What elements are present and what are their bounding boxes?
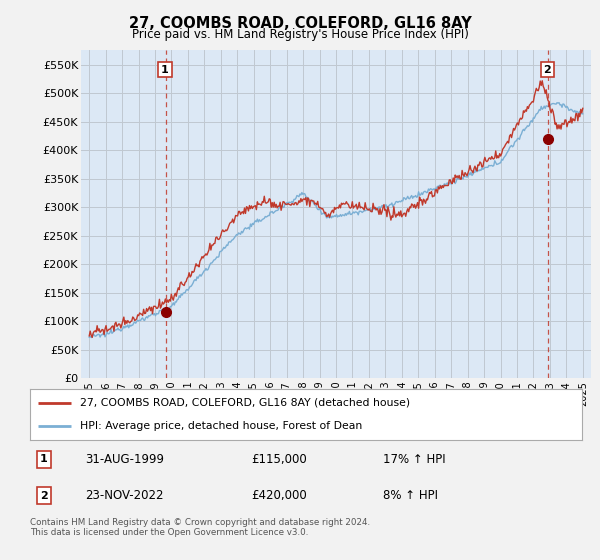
Text: Price paid vs. HM Land Registry's House Price Index (HPI): Price paid vs. HM Land Registry's House … [131,28,469,41]
Text: 2: 2 [543,64,551,74]
Text: HPI: Average price, detached house, Forest of Dean: HPI: Average price, detached house, Fore… [80,421,362,431]
Text: 31-AUG-1999: 31-AUG-1999 [85,452,164,466]
Text: 23-NOV-2022: 23-NOV-2022 [85,489,164,502]
Text: 17% ↑ HPI: 17% ↑ HPI [383,452,446,466]
Text: 1: 1 [161,64,169,74]
Text: 27, COOMBS ROAD, COLEFORD, GL16 8AY: 27, COOMBS ROAD, COLEFORD, GL16 8AY [128,16,472,31]
Text: £115,000: £115,000 [251,452,307,466]
Text: 1: 1 [40,454,47,464]
Text: 2: 2 [40,491,47,501]
Text: 8% ↑ HPI: 8% ↑ HPI [383,489,438,502]
Text: Contains HM Land Registry data © Crown copyright and database right 2024.
This d: Contains HM Land Registry data © Crown c… [30,518,370,538]
Text: £420,000: £420,000 [251,489,307,502]
Text: 27, COOMBS ROAD, COLEFORD, GL16 8AY (detached house): 27, COOMBS ROAD, COLEFORD, GL16 8AY (det… [80,398,410,408]
